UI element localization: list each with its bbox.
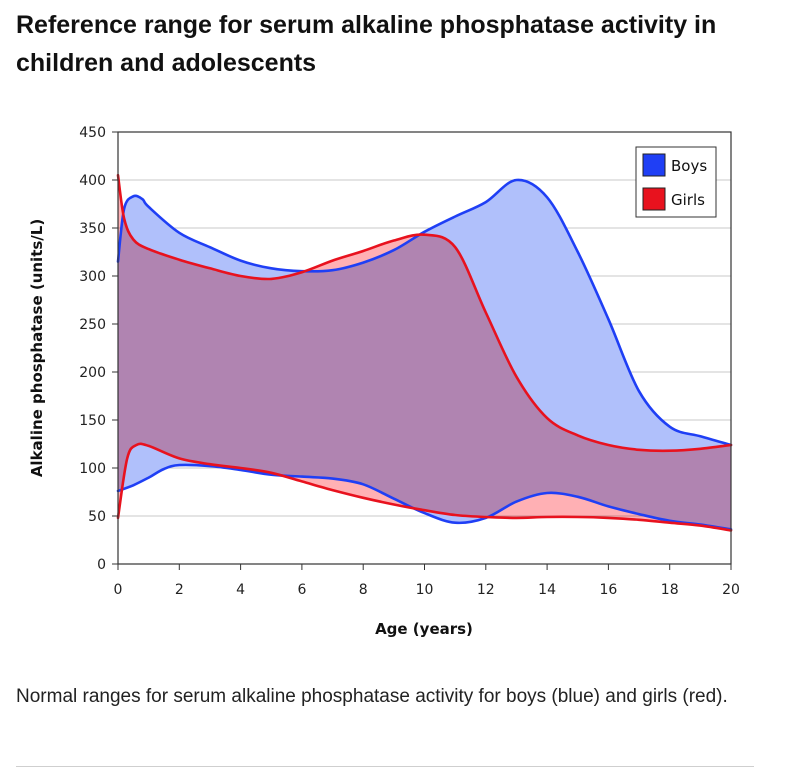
x-tick-label-20: 20 bbox=[722, 582, 740, 598]
y-tick-label-350: 350 bbox=[79, 221, 106, 237]
line-girls-lower bbox=[116, 442, 733, 532]
y-tick-label-450: 450 bbox=[79, 125, 106, 141]
x-tick-label-2: 2 bbox=[175, 582, 184, 598]
x-tick-label-18: 18 bbox=[661, 582, 679, 598]
y-tick-label-150: 150 bbox=[79, 413, 106, 429]
legend-label-girls: Girls bbox=[671, 191, 705, 209]
x-tick-label-8: 8 bbox=[359, 582, 368, 598]
x-tick-label-12: 12 bbox=[477, 582, 495, 598]
line-boys-upper bbox=[116, 178, 733, 447]
x-tick-label-16: 16 bbox=[599, 582, 617, 598]
line-girls-upper bbox=[116, 173, 733, 453]
y-tick-label-0: 0 bbox=[97, 557, 106, 573]
range-lines bbox=[116, 173, 733, 532]
chart-container: 0 50 100 150 200 250 300 350 400 450 0 2 4 6 8 10 12 14 16… bbox=[0, 110, 800, 650]
legend-swatch-girls bbox=[642, 187, 666, 211]
x-tick-label-10: 10 bbox=[416, 582, 434, 598]
line-boys-lower bbox=[116, 463, 733, 531]
axis-ticks: 0 50 100 150 200 250 300 350 400 450 0 2 4 6 8 10 12 14 16… bbox=[79, 125, 740, 598]
y-tick-label-200: 200 bbox=[79, 365, 106, 381]
figure-caption: Normal ranges for serum alkaline phospha… bbox=[16, 686, 728, 707]
y-tick-label-250: 250 bbox=[79, 317, 106, 333]
y-tick-label-300: 300 bbox=[79, 269, 106, 285]
x-tick-label-0: 0 bbox=[114, 582, 123, 598]
alp-reference-chart: 0 50 100 150 200 250 300 350 400 450 0 2 4 6 8 10 12 14 16… bbox=[28, 125, 740, 638]
y-axis-label: Alkaline phosphatase (units/L) bbox=[28, 219, 46, 477]
bottom-divider bbox=[16, 766, 754, 767]
legend-swatch-boys bbox=[642, 153, 666, 177]
legend-label-boys: Boys bbox=[671, 157, 707, 175]
y-tick-label-400: 400 bbox=[79, 173, 106, 189]
y-tick-label-100: 100 bbox=[79, 461, 106, 477]
chart-title: Reference range for serum alkaline phosp… bbox=[16, 11, 717, 77]
x-tick-label-4: 4 bbox=[236, 582, 245, 598]
x-tick-label-6: 6 bbox=[297, 582, 306, 598]
range-areas bbox=[118, 175, 731, 531]
x-tick-label-14: 14 bbox=[538, 582, 556, 598]
x-axis-label: Age (years) bbox=[375, 620, 473, 638]
area-girls bbox=[118, 175, 731, 531]
y-tick-label-50: 50 bbox=[88, 509, 106, 525]
chart-legend: Boys Girls bbox=[635, 146, 717, 218]
